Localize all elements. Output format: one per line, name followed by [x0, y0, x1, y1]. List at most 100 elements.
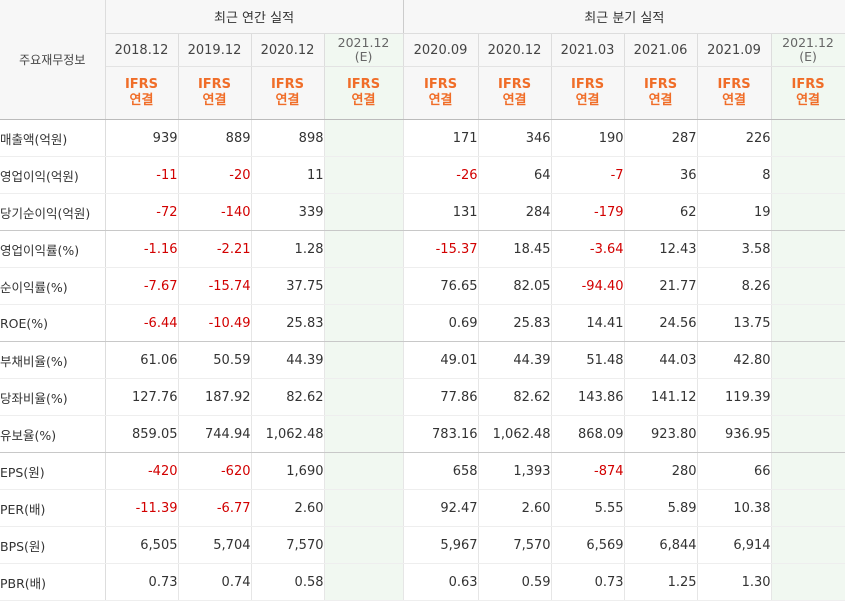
row-label: BPS(원) — [0, 526, 106, 564]
quarter-estimate-period-header: 2021.12 (E) — [771, 33, 845, 67]
accounting-standard-cell: IFRS 연결 — [402, 66, 479, 120]
value-cell: 0.73 — [551, 563, 625, 601]
value-cell: 21.77 — [624, 267, 698, 305]
estimate-marker: (E) — [799, 49, 817, 64]
value-cell: 92.47 — [402, 489, 479, 527]
estimate-cell — [324, 378, 404, 416]
value-cell: 2.60 — [478, 489, 552, 527]
table-row: 당기순이익(억원) -72 -140 339 131 284 -179 62 19 — [0, 193, 845, 231]
value-cell: 744.94 — [178, 415, 252, 453]
value-cell: -11.39 — [105, 489, 179, 527]
estimate-cell — [324, 119, 404, 157]
value-cell: -11 — [105, 156, 179, 194]
table-row: PBR(배) 0.73 0.74 0.58 0.63 0.59 0.73 1.25 1.30 — [0, 563, 845, 601]
value-cell: -2.21 — [178, 230, 252, 268]
consolidated-text: 연결 — [575, 93, 600, 108]
accounting-standard-cell: IFRS 연결 — [251, 66, 325, 120]
value-cell: -7 — [551, 156, 625, 194]
value-cell: 119.39 — [697, 378, 772, 416]
estimate-cell — [771, 341, 845, 379]
table-row: EPS(원) -420 -620 1,690 658 1,393 -874 280 66 — [0, 452, 845, 490]
annual-period-header: 2020.12 — [251, 33, 325, 67]
value-cell: -140 — [178, 193, 252, 231]
row-label: 당기순이익(억원) — [0, 193, 106, 231]
row-label: 영업이익(억원) — [0, 156, 106, 194]
value-cell: 18.45 — [478, 230, 552, 268]
value-cell: -1.16 — [105, 230, 179, 268]
estimate-cell — [771, 193, 845, 231]
period-header-row: 2018.12 2019.12 2020.12 2021.12 (E) 2020… — [0, 33, 845, 67]
estimate-cell — [771, 526, 845, 564]
value-cell: 82.05 — [478, 267, 552, 305]
quarter-period-header: 2021.06 — [624, 33, 698, 67]
value-cell: 2.60 — [251, 489, 325, 527]
value-cell: 0.63 — [402, 563, 479, 601]
value-cell: 42.80 — [697, 341, 772, 379]
estimate-cell — [324, 193, 404, 231]
estimate-cell — [771, 452, 845, 490]
value-cell: 6,844 — [624, 526, 698, 564]
period-label: 2021.12 — [337, 35, 390, 50]
table-row: 순이익률(%) -7.67 -15.74 37.75 76.65 82.05 -94.40 2… — [0, 267, 845, 305]
ifrs-standard-text: IFRS — [197, 77, 232, 92]
estimate-cell — [324, 452, 404, 490]
estimate-cell — [771, 415, 845, 453]
accounting-standard-cell: IFRS 연결 — [478, 66, 552, 120]
ifrs-standard-text: IFRS — [124, 77, 159, 92]
consolidated-text: 연결 — [275, 93, 300, 108]
value-cell: 76.65 — [402, 267, 479, 305]
value-cell: 6,505 — [105, 526, 179, 564]
value-cell: 1,062.48 — [478, 415, 552, 453]
value-cell: 49.01 — [402, 341, 479, 379]
value-cell: 19 — [697, 193, 772, 231]
consolidated-text: 연결 — [351, 93, 376, 108]
value-cell: 8 — [697, 156, 772, 194]
standard-header-row: IFRS 연결 IFRS 연결 IFRS 연결 IFRS 연결 IFRS 연결 IFRS 연결 IFRS… — [0, 66, 845, 120]
value-cell: 61.06 — [105, 341, 179, 379]
value-cell: 82.62 — [478, 378, 552, 416]
estimate-cell — [771, 156, 845, 194]
value-cell: 1.25 — [624, 563, 698, 601]
row-label: EPS(원) — [0, 452, 106, 490]
value-cell: 51.48 — [551, 341, 625, 379]
value-cell: 131 — [402, 193, 479, 231]
annual-group-header: 최근 연간 실적 — [105, 0, 404, 34]
table-row: 매출액(억원) 939 889 898 171 346 190 287 226 — [0, 119, 845, 157]
value-cell: 5.89 — [624, 489, 698, 527]
consolidated-text: 연결 — [796, 93, 820, 108]
row-label: 매출액(억원) — [0, 119, 106, 157]
value-cell: 936.95 — [697, 415, 772, 453]
ifrs-label: IFRS 연결 — [347, 77, 380, 109]
quarter-period-header: 2020.12 — [478, 33, 552, 67]
row-label: 부채비율(%) — [0, 341, 106, 379]
value-cell: 0.69 — [402, 304, 479, 342]
ifrs-label: IFRS 연결 — [125, 77, 158, 109]
value-cell: 50.59 — [178, 341, 252, 379]
value-cell: 1,690 — [251, 452, 325, 490]
value-cell: 5.55 — [551, 489, 625, 527]
ifrs-standard-text: IFRS — [497, 77, 532, 92]
row-label: ROE(%) — [0, 304, 106, 342]
estimate-cell — [771, 489, 845, 527]
value-cell: 7,570 — [478, 526, 552, 564]
value-cell: 10.38 — [697, 489, 772, 527]
estimate-cell — [324, 304, 404, 342]
accounting-standard-cell: IFRS 연결 — [551, 66, 625, 120]
estimate-cell — [324, 489, 404, 527]
accounting-standard-cell: IFRS 연결 — [624, 66, 698, 120]
value-cell: 82.62 — [251, 378, 325, 416]
value-cell: -20 — [178, 156, 252, 194]
ifrs-standard-text: IFRS — [717, 77, 751, 92]
ifrs-label: IFRS 연결 — [198, 77, 231, 109]
ifrs-label: IFRS 연결 — [791, 77, 824, 109]
estimate-cell — [324, 230, 404, 268]
value-cell: -15.37 — [402, 230, 479, 268]
value-cell: 12.43 — [624, 230, 698, 268]
row-label: 영업이익률(%) — [0, 230, 106, 268]
estimate-cell — [771, 230, 845, 268]
value-cell: 6,569 — [551, 526, 625, 564]
ifrs-label: IFRS 연결 — [717, 77, 750, 109]
estimate-cell — [771, 563, 845, 601]
ifrs-label: IFRS 연결 — [571, 77, 604, 109]
value-cell: 171 — [402, 119, 479, 157]
